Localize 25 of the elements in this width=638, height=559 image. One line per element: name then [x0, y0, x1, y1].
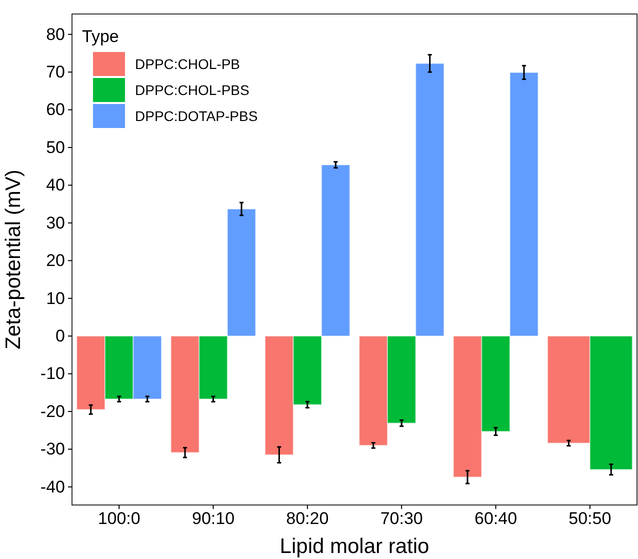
x-tick-label: 90:10	[192, 509, 235, 528]
y-tick-label: 10	[46, 288, 65, 308]
y-tick-label: 0	[56, 326, 65, 346]
y-tick-label: 40	[46, 176, 65, 195]
y-tick-label: 70	[46, 62, 65, 82]
y-tick-label: 30	[46, 213, 65, 232]
x-tick-label: 100:0	[98, 509, 140, 528]
legend-label: DPPC:CHOL-PBS	[135, 82, 250, 98]
legend-title: Type	[82, 27, 119, 46]
y-tick-label: -40	[40, 477, 65, 496]
x-axis-title: Lipid molar ratio	[280, 535, 430, 558]
y-tick-label: -20	[40, 402, 65, 421]
legend-label: DPPC:CHOL-PB	[135, 56, 240, 72]
legend-label: DPPC:DOTAP-PBS	[135, 108, 258, 124]
y-tick-label: 50	[46, 138, 65, 157]
x-tick-label: 80:20	[286, 509, 329, 528]
x-tick-label: 70:30	[380, 509, 423, 528]
y-tick-label: -30	[40, 440, 65, 459]
x-tick-label: 50:50	[568, 509, 612, 528]
y-tick-label: 80	[46, 24, 65, 44]
y-tick-label: 20	[46, 251, 65, 270]
x-tick-label: 60:40	[474, 509, 518, 528]
y-axis-title: Zeta-potential (mV)	[2, 170, 25, 350]
y-tick-label: 60	[46, 100, 65, 120]
y-tick-label: -10	[40, 364, 65, 384]
